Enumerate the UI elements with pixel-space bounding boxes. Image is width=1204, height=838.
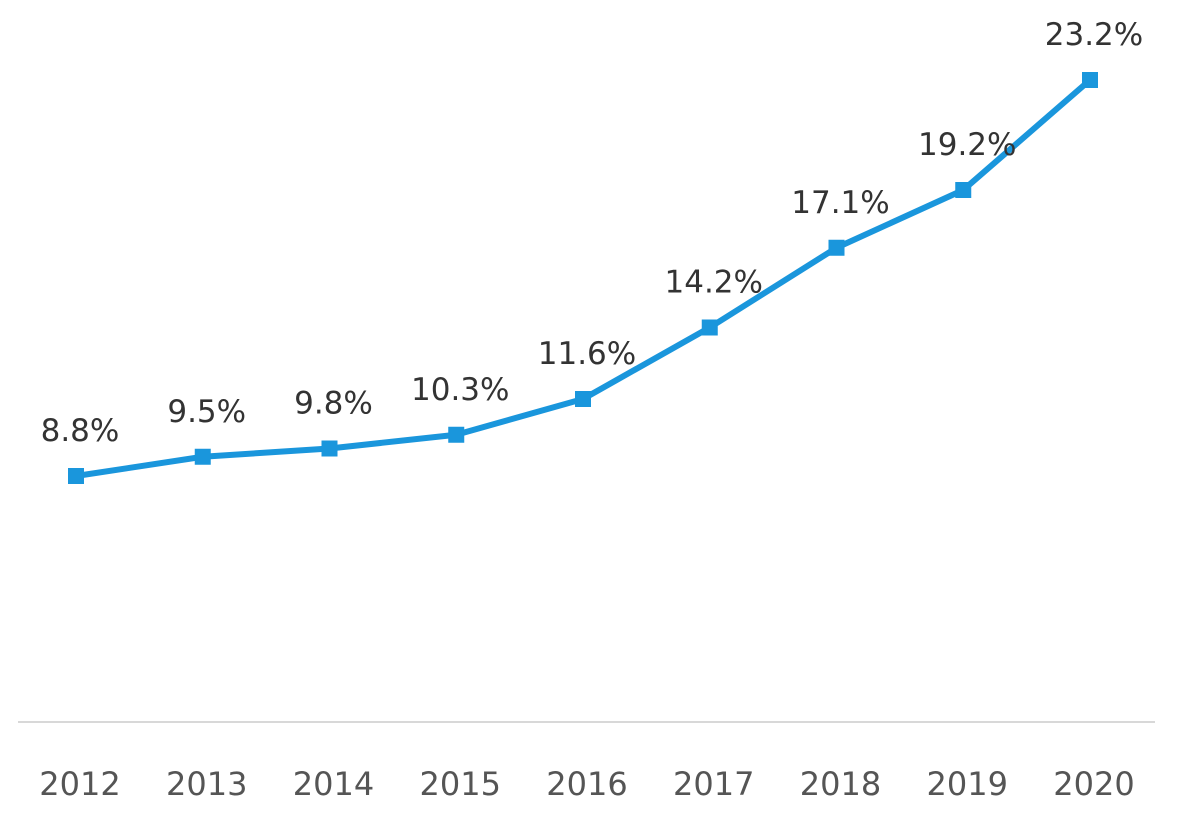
data-point-marker <box>194 448 211 465</box>
x-tick-label: 2018 <box>800 765 881 803</box>
data-point-marker <box>1082 72 1098 88</box>
data-label: 9.5% <box>167 394 246 430</box>
x-tick-label: 2012 <box>39 765 120 803</box>
data-point-marker <box>828 239 845 256</box>
x-tick-label: 2017 <box>673 765 754 803</box>
x-tick-label: 2014 <box>293 765 374 803</box>
data-point-marker <box>448 426 465 443</box>
data-label: 11.6% <box>538 336 636 372</box>
data-label: 10.3% <box>411 372 509 408</box>
data-point-marker <box>575 391 591 407</box>
data-point-marker <box>68 468 84 484</box>
data-label: 19.2% <box>918 127 1016 163</box>
x-tick-label: 2013 <box>166 765 247 803</box>
data-point-marker <box>701 319 718 336</box>
data-label: 8.8% <box>41 413 120 449</box>
x-tick-label: 2016 <box>546 765 627 803</box>
data-point-marker <box>955 182 972 198</box>
data-label: 23.2% <box>1045 17 1143 53</box>
data-label: 9.8% <box>294 386 373 422</box>
data-label: 17.1% <box>791 185 889 221</box>
data-label: 14.2% <box>665 265 763 301</box>
x-tick-label: 2015 <box>420 765 501 803</box>
x-tick-label: 2019 <box>927 765 1008 803</box>
data-point-marker <box>321 440 338 457</box>
x-tick-label: 2020 <box>1053 765 1134 803</box>
